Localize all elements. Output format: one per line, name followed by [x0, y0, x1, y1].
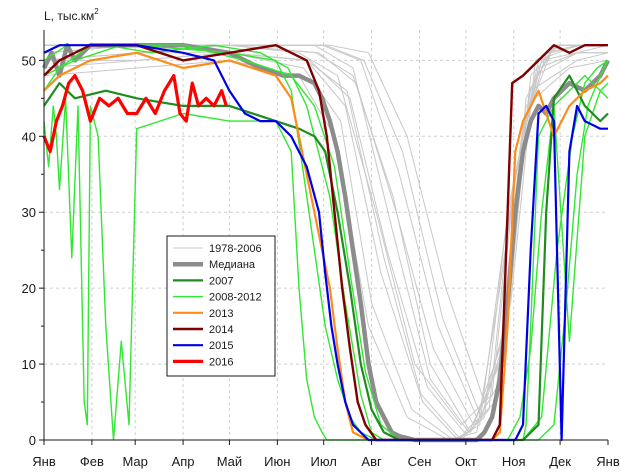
series-line-y2015	[43, 44, 608, 442]
x-tick-label: Сен	[408, 454, 432, 469]
y-tick-label: 0	[29, 433, 36, 448]
y-tick-label: 30	[22, 205, 36, 220]
x-tick-label: Ноя	[502, 454, 526, 469]
y-tick-label: 20	[22, 281, 36, 296]
x-tick-label: Окт	[455, 454, 477, 469]
x-tick-label: Дек	[549, 454, 571, 469]
y-tick-labels: 0 10 20 30 40 50	[22, 53, 36, 448]
series-line-y2016	[42, 74, 228, 154]
legend-box	[166, 235, 276, 377]
y-tick-label: 40	[22, 129, 36, 144]
legend-label-y2014: 2014	[209, 324, 233, 336]
legend-label-y2015: 2015	[209, 340, 233, 352]
legend-label-median: Медиана	[209, 259, 256, 271]
y-axis-label: L, тыс.км2	[44, 7, 99, 23]
legend-label-y2016: 2016	[209, 356, 233, 368]
x-tick-label: Апр	[172, 454, 195, 469]
series-line-y2013	[43, 51, 609, 442]
y-axis-label-sup: 2	[94, 7, 99, 16]
x-tick-label: Июл	[310, 454, 336, 469]
legend-label-historical: 1978-2006	[209, 243, 262, 255]
legend-label-y2008_2012: 2008-2012	[209, 292, 262, 304]
x-tick-label: Июн	[264, 454, 290, 469]
legend-label-y2007: 2007	[209, 275, 233, 287]
x-tick-label: Авг	[361, 454, 382, 469]
x-tick-labels: Янв Фев Мар Апр Май Июн Июл Авг Сен Окт Ноя Дек Янв	[32, 454, 620, 469]
x-tick-label: Май	[217, 454, 242, 469]
series-lines	[41, 42, 611, 443]
axes	[39, 30, 609, 445]
y-tick-label: 10	[22, 357, 36, 372]
series-line-y2008_2012	[43, 90, 609, 441]
y-axis-label-main: L, тыс.км	[44, 9, 94, 23]
x-tick-label: Янв	[596, 454, 620, 469]
legend-label-y2013: 2013	[209, 308, 233, 320]
x-tick-label: Фев	[80, 454, 104, 469]
x-tick-label: Мар	[122, 454, 147, 469]
y-tick-label: 50	[22, 53, 36, 68]
x-tick-label: Янв	[32, 454, 56, 469]
legend: 1978-2006 Медиана 2007 2008-2012 2013 2014 201…	[166, 235, 276, 377]
